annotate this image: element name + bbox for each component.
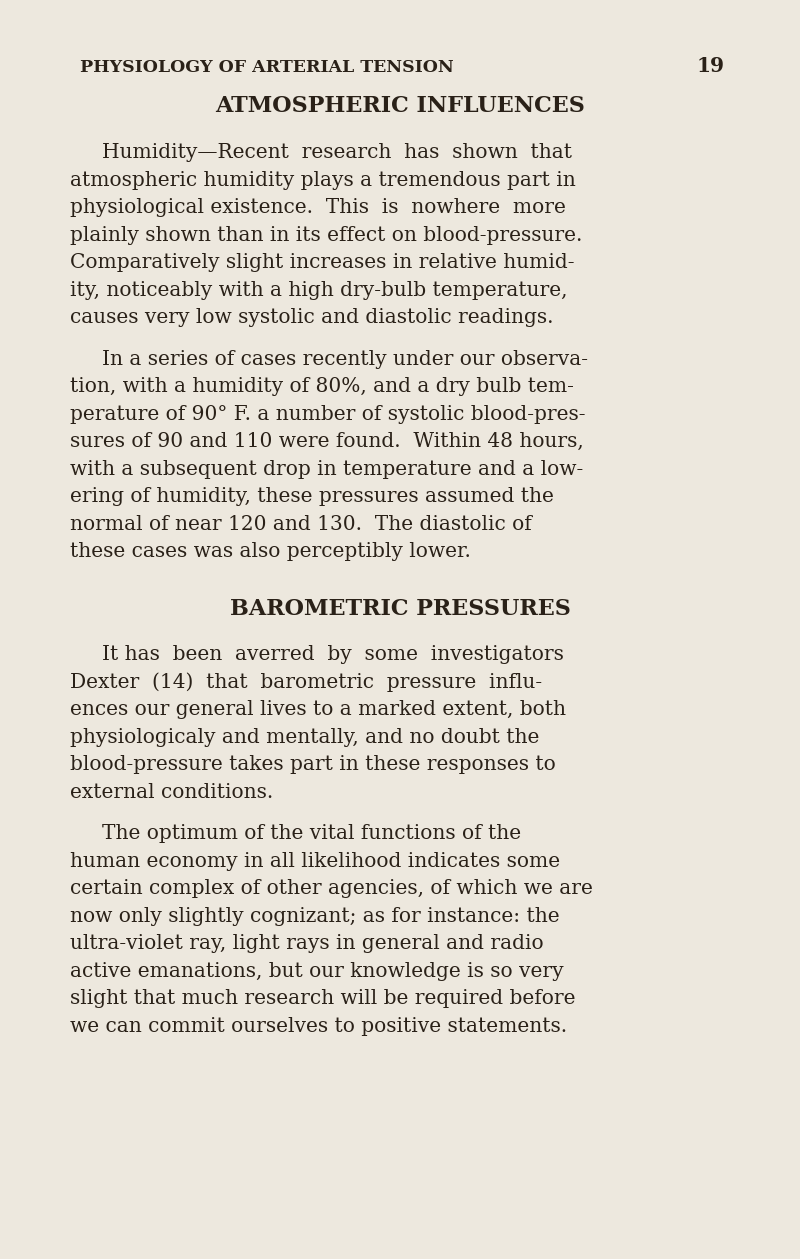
Text: In a series of cases recently under our observa-: In a series of cases recently under our … bbox=[102, 350, 588, 369]
Text: tion, with a humidity of 80%, and a dry bulb tem-: tion, with a humidity of 80%, and a dry … bbox=[70, 376, 574, 397]
Text: It has  been  averred  by  some  investigators: It has been averred by some investigator… bbox=[102, 645, 564, 663]
Text: slight that much research will be required before: slight that much research will be requir… bbox=[70, 990, 576, 1008]
Text: ering of humidity, these pressures assumed the: ering of humidity, these pressures assum… bbox=[70, 487, 554, 506]
Text: human economy in all likelihood indicates some: human economy in all likelihood indicate… bbox=[70, 851, 561, 870]
Text: sures of 90 and 110 were found.  Within 48 hours,: sures of 90 and 110 were found. Within 4… bbox=[70, 432, 584, 451]
Text: The optimum of the vital functions of the: The optimum of the vital functions of th… bbox=[102, 823, 522, 844]
Text: now only slightly cognizant; as for instance: the: now only slightly cognizant; as for inst… bbox=[70, 906, 560, 925]
Text: with a subsequent drop in temperature and a low-: with a subsequent drop in temperature an… bbox=[70, 460, 584, 478]
Text: physiological existence.  This  is  nowhere  more: physiological existence. This is nowhere… bbox=[70, 198, 566, 217]
Text: causes very low systolic and diastolic readings.: causes very low systolic and diastolic r… bbox=[70, 308, 554, 327]
Text: blood-pressure takes part in these responses to: blood-pressure takes part in these respo… bbox=[70, 755, 556, 774]
Text: BAROMETRIC PRESSURES: BAROMETRIC PRESSURES bbox=[230, 598, 570, 619]
Text: plainly shown than in its effect on blood-pressure.: plainly shown than in its effect on bloo… bbox=[70, 225, 582, 244]
Text: certain complex of other agencies, of which we are: certain complex of other agencies, of wh… bbox=[70, 879, 594, 898]
Text: active emanations, but our knowledge is so very: active emanations, but our knowledge is … bbox=[70, 962, 564, 981]
Text: normal of near 120 and 130.  The diastolic of: normal of near 120 and 130. The diastoli… bbox=[70, 515, 532, 534]
Text: ATMOSPHERIC INFLUENCES: ATMOSPHERIC INFLUENCES bbox=[215, 94, 585, 117]
Text: these cases was also perceptibly lower.: these cases was also perceptibly lower. bbox=[70, 543, 471, 562]
Text: Humidity—Recent  research  has  shown  that: Humidity—Recent research has shown that bbox=[102, 144, 573, 162]
Text: PHYSIOLOGY OF ARTERIAL TENSION: PHYSIOLOGY OF ARTERIAL TENSION bbox=[80, 59, 454, 76]
Text: atmospheric humidity plays a tremendous part in: atmospheric humidity plays a tremendous … bbox=[70, 170, 576, 190]
Text: ity, noticeably with a high dry-bulb temperature,: ity, noticeably with a high dry-bulb tem… bbox=[70, 281, 568, 300]
Text: physiologicaly and mentally, and no doubt the: physiologicaly and mentally, and no doub… bbox=[70, 728, 540, 747]
Text: perature of 90° F. a number of systolic blood-pres-: perature of 90° F. a number of systolic … bbox=[70, 404, 586, 423]
Text: Dexter  (14)  that  barometric  pressure  influ-: Dexter (14) that barometric pressure inf… bbox=[70, 672, 542, 691]
Text: we can commit ourselves to positive statements.: we can commit ourselves to positive stat… bbox=[70, 1016, 567, 1035]
Text: ultra-violet ray, light rays in general and radio: ultra-violet ray, light rays in general … bbox=[70, 934, 544, 953]
Text: 19: 19 bbox=[697, 55, 725, 76]
Text: ences our general lives to a marked extent, both: ences our general lives to a marked exte… bbox=[70, 700, 566, 719]
Text: external conditions.: external conditions. bbox=[70, 783, 274, 802]
Text: Comparatively slight increases in relative humid-: Comparatively slight increases in relati… bbox=[70, 253, 575, 272]
